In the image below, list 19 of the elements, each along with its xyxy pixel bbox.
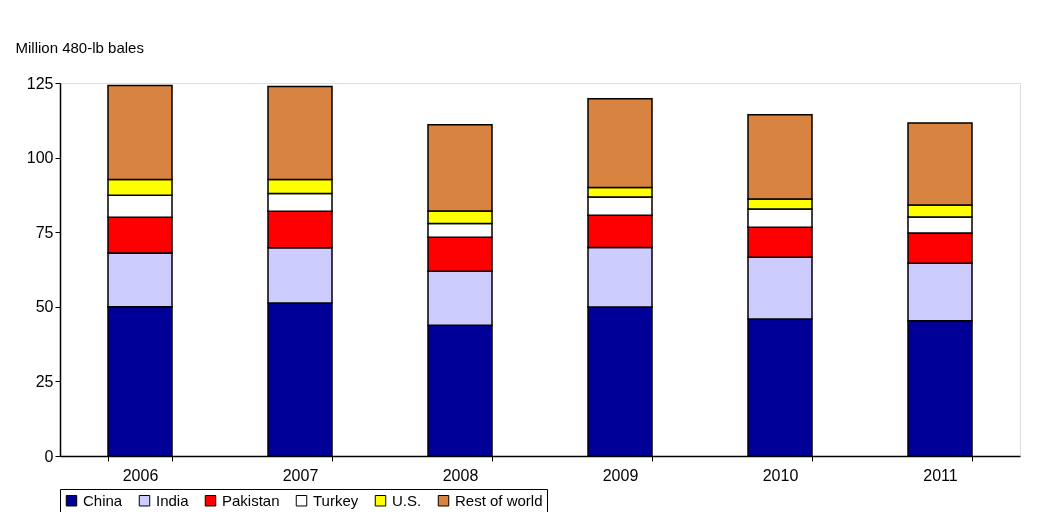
legend-label: China bbox=[83, 491, 123, 509]
y-axis-title: Million 480-lb bales bbox=[15, 38, 144, 56]
legend-label: U.S. bbox=[392, 491, 422, 509]
y-tick-label: 75 bbox=[35, 223, 54, 241]
x-tick-label: 2007 bbox=[282, 466, 319, 484]
legend-label: Turkey bbox=[313, 491, 359, 509]
y-tick-label: 25 bbox=[35, 372, 54, 390]
x-tick-label: 2009 bbox=[602, 466, 639, 484]
x-tick-label: 2011 bbox=[923, 466, 958, 484]
x-tick-label: 2010 bbox=[762, 466, 799, 484]
y-tick-label: 100 bbox=[26, 149, 54, 167]
legend-label: Rest of world bbox=[455, 491, 543, 509]
x-tick-label: 2008 bbox=[442, 466, 479, 484]
x-tick-label: 2006 bbox=[122, 466, 159, 484]
legend-label: Pakistan bbox=[222, 491, 280, 509]
y-tick-label: 125 bbox=[26, 74, 54, 92]
y-tick-label: 0 bbox=[44, 447, 54, 465]
legend-label: India bbox=[156, 491, 190, 509]
y-tick-label: 50 bbox=[35, 298, 54, 316]
